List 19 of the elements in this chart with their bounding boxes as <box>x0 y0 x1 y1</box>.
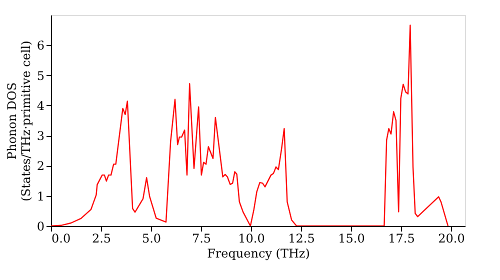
y-tick-label: 5 <box>36 68 44 83</box>
x-tick-label: 5.0 <box>142 232 162 246</box>
y-tick-label: 4 <box>36 98 45 113</box>
x-tick-label: 17.5 <box>388 232 415 246</box>
x-tick-label: 12.5 <box>288 232 315 246</box>
x-tick-label: 20.0 <box>438 232 465 246</box>
x-tick-label: 10.0 <box>238 232 265 246</box>
y-tick-label: 0 <box>36 220 44 234</box>
y-tick-label: 2 <box>36 159 44 174</box>
x-tick-label: 7.5 <box>192 232 212 246</box>
y-tick-label: 3 <box>36 129 44 144</box>
x-axis-title: Frequency (THz) <box>207 246 310 260</box>
x-tick-label: 2.5 <box>92 232 112 246</box>
x-tick-label: 15.0 <box>338 232 365 246</box>
y-axis-title: Phonon DOS (States/THz·primitive cell) <box>4 40 33 202</box>
x-tick-label: 0.0 <box>52 232 71 246</box>
line-series <box>51 24 449 226</box>
y-tick-label: 6 <box>36 38 44 53</box>
y-tick-label: 1 <box>36 189 44 204</box>
